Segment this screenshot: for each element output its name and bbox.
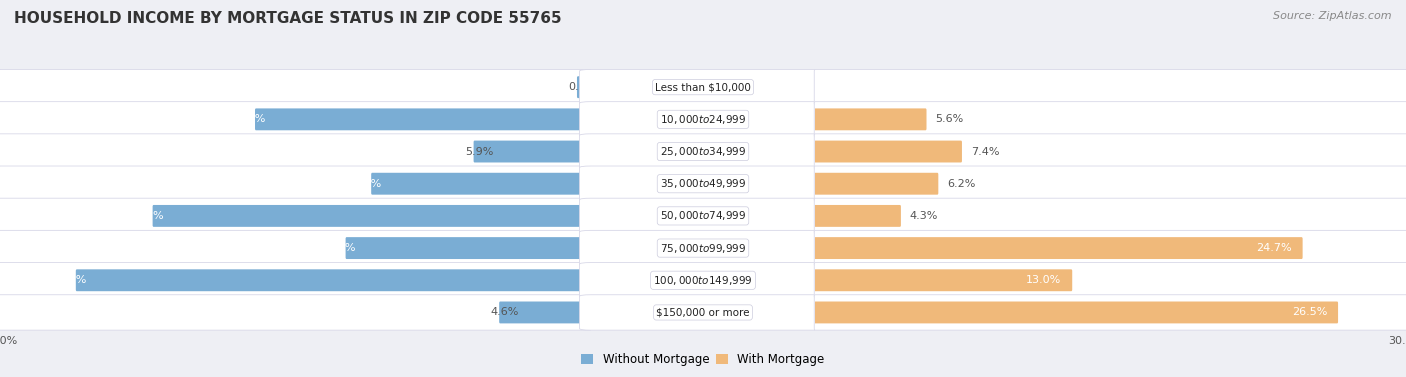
FancyBboxPatch shape [371,173,592,195]
FancyBboxPatch shape [814,262,1406,298]
Text: 24.7%: 24.7% [1256,243,1292,253]
Text: 26.5%: 26.5% [1292,308,1327,317]
Text: Source: ZipAtlas.com: Source: ZipAtlas.com [1274,11,1392,21]
Text: 13.0%: 13.0% [1026,275,1062,285]
Text: Less than $10,000: Less than $10,000 [655,82,751,92]
Text: 7.4%: 7.4% [970,147,1000,156]
FancyBboxPatch shape [0,230,592,266]
FancyBboxPatch shape [814,230,1406,266]
FancyBboxPatch shape [579,230,827,266]
FancyBboxPatch shape [814,237,1302,259]
Text: 5.9%: 5.9% [465,147,494,156]
Text: 4.3%: 4.3% [910,211,938,221]
FancyBboxPatch shape [579,198,827,234]
FancyBboxPatch shape [814,173,938,195]
Text: $150,000 or more: $150,000 or more [657,308,749,317]
FancyBboxPatch shape [346,237,592,259]
Text: 4.6%: 4.6% [491,308,519,317]
Text: $10,000 to $24,999: $10,000 to $24,999 [659,113,747,126]
Text: 22.2%: 22.2% [128,211,163,221]
FancyBboxPatch shape [814,205,901,227]
Legend: Without Mortgage, With Mortgage: Without Mortgage, With Mortgage [576,349,830,371]
FancyBboxPatch shape [814,198,1406,234]
FancyBboxPatch shape [814,269,1073,291]
Text: $50,000 to $74,999: $50,000 to $74,999 [659,209,747,222]
Text: 5.6%: 5.6% [935,114,963,124]
Text: HOUSEHOLD INCOME BY MORTGAGE STATUS IN ZIP CODE 55765: HOUSEHOLD INCOME BY MORTGAGE STATUS IN Z… [14,11,561,26]
Text: 17.0%: 17.0% [231,114,266,124]
FancyBboxPatch shape [0,295,592,330]
Text: $25,000 to $34,999: $25,000 to $34,999 [659,145,747,158]
Text: 11.1%: 11.1% [347,179,382,189]
FancyBboxPatch shape [0,102,592,137]
FancyBboxPatch shape [579,262,827,298]
FancyBboxPatch shape [254,109,592,130]
FancyBboxPatch shape [576,76,592,98]
Text: 0.65%: 0.65% [568,82,603,92]
FancyBboxPatch shape [474,141,592,162]
FancyBboxPatch shape [579,102,827,137]
FancyBboxPatch shape [579,134,827,169]
FancyBboxPatch shape [0,262,592,298]
FancyBboxPatch shape [0,166,592,201]
FancyBboxPatch shape [814,141,962,162]
FancyBboxPatch shape [153,205,592,227]
FancyBboxPatch shape [579,166,827,201]
Text: $100,000 to $149,999: $100,000 to $149,999 [654,274,752,287]
Text: 6.2%: 6.2% [948,179,976,189]
FancyBboxPatch shape [814,166,1406,201]
FancyBboxPatch shape [579,295,827,330]
FancyBboxPatch shape [0,69,592,105]
Text: $75,000 to $99,999: $75,000 to $99,999 [659,242,747,254]
Text: $35,000 to $49,999: $35,000 to $49,999 [659,177,747,190]
FancyBboxPatch shape [0,134,592,169]
FancyBboxPatch shape [814,302,1339,323]
FancyBboxPatch shape [814,109,927,130]
FancyBboxPatch shape [814,69,1406,105]
FancyBboxPatch shape [814,102,1406,137]
FancyBboxPatch shape [76,269,592,291]
FancyBboxPatch shape [814,134,1406,169]
Text: 12.4%: 12.4% [321,243,357,253]
Text: 26.1%: 26.1% [51,275,87,285]
FancyBboxPatch shape [499,302,592,323]
FancyBboxPatch shape [0,198,592,234]
FancyBboxPatch shape [579,69,827,105]
FancyBboxPatch shape [814,295,1406,330]
